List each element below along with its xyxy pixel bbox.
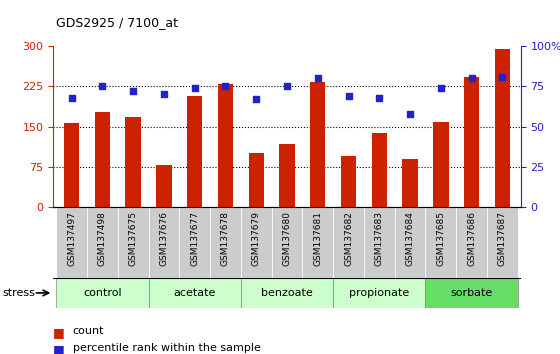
Bar bbox=[403, 159, 418, 207]
Text: benzoate: benzoate bbox=[261, 288, 313, 298]
Text: GSM137682: GSM137682 bbox=[344, 211, 353, 266]
Bar bbox=[433, 122, 449, 207]
Text: stress: stress bbox=[3, 288, 36, 298]
FancyBboxPatch shape bbox=[210, 207, 241, 278]
Bar bbox=[64, 123, 80, 207]
Point bbox=[436, 85, 445, 91]
Bar bbox=[279, 144, 295, 207]
FancyBboxPatch shape bbox=[333, 207, 364, 278]
FancyBboxPatch shape bbox=[56, 207, 87, 278]
Text: GSM137681: GSM137681 bbox=[313, 211, 322, 266]
Text: GSM137686: GSM137686 bbox=[467, 211, 476, 266]
Point bbox=[467, 75, 476, 81]
Text: GSM137677: GSM137677 bbox=[190, 211, 199, 266]
Text: propionate: propionate bbox=[349, 288, 409, 298]
FancyBboxPatch shape bbox=[56, 278, 148, 308]
Bar bbox=[95, 112, 110, 207]
Point bbox=[498, 74, 507, 79]
FancyBboxPatch shape bbox=[272, 207, 302, 278]
Text: ■: ■ bbox=[53, 343, 65, 354]
Text: GSM137684: GSM137684 bbox=[405, 211, 414, 266]
Bar bbox=[187, 96, 202, 207]
Bar bbox=[341, 156, 356, 207]
Point bbox=[375, 95, 384, 101]
Bar bbox=[218, 84, 233, 207]
Bar bbox=[310, 82, 325, 207]
Text: GSM137676: GSM137676 bbox=[160, 211, 169, 266]
FancyBboxPatch shape bbox=[87, 207, 118, 278]
Point bbox=[313, 75, 322, 81]
FancyBboxPatch shape bbox=[456, 207, 487, 278]
Point bbox=[67, 95, 76, 101]
Point bbox=[221, 84, 230, 89]
Bar bbox=[125, 118, 141, 207]
Text: sorbate: sorbate bbox=[450, 288, 493, 298]
FancyBboxPatch shape bbox=[118, 207, 148, 278]
Text: GSM137680: GSM137680 bbox=[282, 211, 292, 266]
Point bbox=[160, 91, 169, 97]
Point bbox=[282, 84, 291, 89]
FancyBboxPatch shape bbox=[302, 207, 333, 278]
FancyBboxPatch shape bbox=[241, 278, 333, 308]
FancyBboxPatch shape bbox=[148, 278, 241, 308]
Bar bbox=[249, 153, 264, 207]
Text: GSM137678: GSM137678 bbox=[221, 211, 230, 266]
Point bbox=[190, 85, 199, 91]
FancyBboxPatch shape bbox=[395, 207, 426, 278]
Text: GSM137498: GSM137498 bbox=[98, 211, 107, 266]
Text: GSM137679: GSM137679 bbox=[252, 211, 261, 266]
Point bbox=[252, 96, 261, 102]
FancyBboxPatch shape bbox=[333, 278, 426, 308]
FancyBboxPatch shape bbox=[364, 207, 395, 278]
Bar bbox=[494, 49, 510, 207]
Text: GSM137675: GSM137675 bbox=[129, 211, 138, 266]
FancyBboxPatch shape bbox=[148, 207, 179, 278]
Point bbox=[405, 111, 414, 116]
FancyBboxPatch shape bbox=[179, 207, 210, 278]
Bar bbox=[156, 165, 171, 207]
FancyBboxPatch shape bbox=[426, 278, 518, 308]
Text: GSM137683: GSM137683 bbox=[375, 211, 384, 266]
Text: control: control bbox=[83, 288, 122, 298]
FancyBboxPatch shape bbox=[426, 207, 456, 278]
Point bbox=[98, 84, 107, 89]
Bar bbox=[372, 133, 387, 207]
Text: ■: ■ bbox=[53, 326, 65, 339]
Text: count: count bbox=[73, 326, 104, 336]
Text: GDS2925 / 7100_at: GDS2925 / 7100_at bbox=[56, 16, 178, 29]
FancyBboxPatch shape bbox=[487, 207, 518, 278]
Point bbox=[344, 93, 353, 99]
FancyBboxPatch shape bbox=[241, 207, 272, 278]
Text: acetate: acetate bbox=[174, 288, 216, 298]
Text: GSM137497: GSM137497 bbox=[67, 211, 76, 266]
Point bbox=[129, 88, 138, 94]
Text: percentile rank within the sample: percentile rank within the sample bbox=[73, 343, 260, 353]
Text: GSM137685: GSM137685 bbox=[436, 211, 445, 266]
Bar bbox=[464, 77, 479, 207]
Text: GSM137687: GSM137687 bbox=[498, 211, 507, 266]
